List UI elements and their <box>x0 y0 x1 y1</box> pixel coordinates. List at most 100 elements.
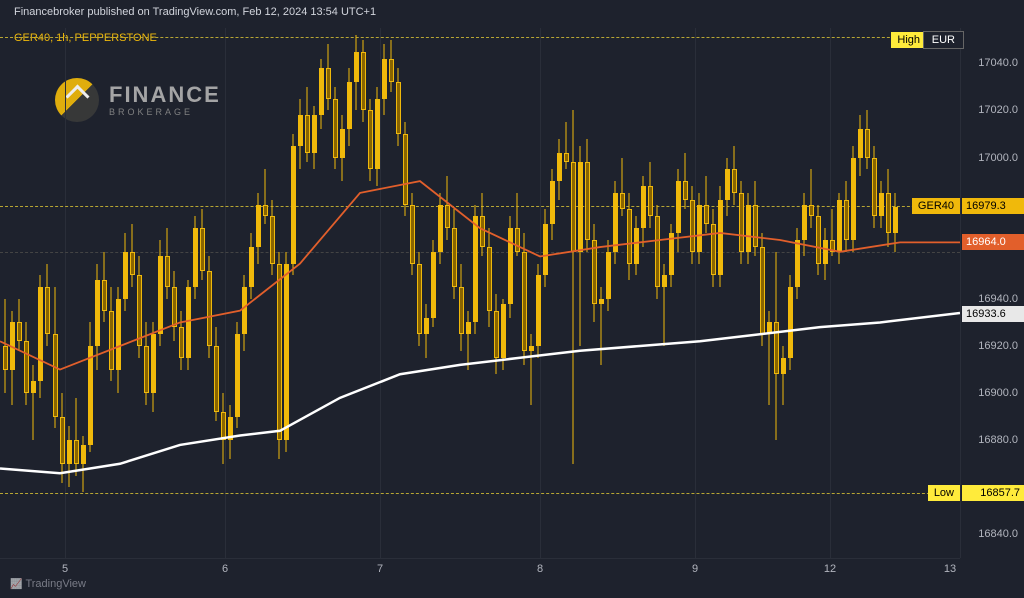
candle[interactable] <box>361 28 366 558</box>
candle[interactable] <box>837 28 842 558</box>
candle[interactable] <box>592 28 597 558</box>
candle[interactable] <box>753 28 758 558</box>
y-axis[interactable]: 16840.016880.016900.016920.016940.017000… <box>960 28 1024 558</box>
candle[interactable] <box>648 28 653 558</box>
candle[interactable] <box>312 28 317 558</box>
candle[interactable] <box>641 28 646 558</box>
candle[interactable] <box>543 28 548 558</box>
candle[interactable] <box>130 28 135 558</box>
candle[interactable] <box>249 28 254 558</box>
candle[interactable] <box>564 28 569 558</box>
candle[interactable] <box>718 28 723 558</box>
candle[interactable] <box>67 28 72 558</box>
candle[interactable] <box>158 28 163 558</box>
candle[interactable] <box>298 28 303 558</box>
candle[interactable] <box>501 28 506 558</box>
candle[interactable] <box>24 28 29 558</box>
candle[interactable] <box>452 28 457 558</box>
candle[interactable] <box>466 28 471 558</box>
x-axis[interactable]: 567891213 <box>0 558 960 580</box>
candle[interactable] <box>221 28 226 558</box>
candle[interactable] <box>424 28 429 558</box>
candle[interactable] <box>137 28 142 558</box>
candle[interactable] <box>802 28 807 558</box>
candle[interactable] <box>550 28 555 558</box>
candle[interactable] <box>95 28 100 558</box>
candle[interactable] <box>179 28 184 558</box>
candle[interactable] <box>515 28 520 558</box>
candle[interactable] <box>795 28 800 558</box>
candle[interactable] <box>585 28 590 558</box>
candle[interactable] <box>333 28 338 558</box>
candle[interactable] <box>438 28 443 558</box>
candle[interactable] <box>473 28 478 558</box>
candle[interactable] <box>270 28 275 558</box>
candle[interactable] <box>844 28 849 558</box>
candle[interactable] <box>228 28 233 558</box>
candle[interactable] <box>886 28 891 558</box>
candle[interactable] <box>480 28 485 558</box>
candle[interactable] <box>872 28 877 558</box>
candle[interactable] <box>347 28 352 558</box>
candle[interactable] <box>263 28 268 558</box>
candle[interactable] <box>788 28 793 558</box>
candle[interactable] <box>368 28 373 558</box>
candle[interactable] <box>459 28 464 558</box>
candle[interactable] <box>172 28 177 558</box>
candle[interactable] <box>816 28 821 558</box>
plot-area[interactable] <box>0 28 960 558</box>
candle[interactable] <box>200 28 205 558</box>
candle[interactable] <box>809 28 814 558</box>
candle[interactable] <box>613 28 618 558</box>
candle[interactable] <box>494 28 499 558</box>
candle[interactable] <box>186 28 191 558</box>
candle[interactable] <box>704 28 709 558</box>
candle[interactable] <box>830 28 835 558</box>
candle[interactable] <box>123 28 128 558</box>
currency-badge[interactable]: EUR <box>923 31 964 49</box>
candle[interactable] <box>256 28 261 558</box>
candle[interactable] <box>60 28 65 558</box>
candle[interactable] <box>634 28 639 558</box>
candle[interactable] <box>529 28 534 558</box>
candle[interactable] <box>823 28 828 558</box>
candle[interactable] <box>3 28 8 558</box>
candle[interactable] <box>599 28 604 558</box>
candle[interactable] <box>858 28 863 558</box>
candle[interactable] <box>291 28 296 558</box>
candle[interactable] <box>669 28 674 558</box>
candle[interactable] <box>151 28 156 558</box>
candle[interactable] <box>662 28 667 558</box>
candle[interactable] <box>284 28 289 558</box>
candle[interactable] <box>732 28 737 558</box>
candle[interactable] <box>767 28 772 558</box>
candle[interactable] <box>417 28 422 558</box>
candle[interactable] <box>81 28 86 558</box>
candle[interactable] <box>865 28 870 558</box>
candle[interactable] <box>38 28 43 558</box>
candle[interactable] <box>88 28 93 558</box>
candle[interactable] <box>606 28 611 558</box>
candle[interactable] <box>396 28 401 558</box>
candle[interactable] <box>31 28 36 558</box>
candle[interactable] <box>697 28 702 558</box>
candle[interactable] <box>851 28 856 558</box>
candle[interactable] <box>410 28 415 558</box>
candle[interactable] <box>431 28 436 558</box>
candle[interactable] <box>144 28 149 558</box>
candle[interactable] <box>487 28 492 558</box>
candle[interactable] <box>739 28 744 558</box>
candle[interactable] <box>522 28 527 558</box>
candle[interactable] <box>375 28 380 558</box>
candle[interactable] <box>508 28 513 558</box>
tradingview-logo[interactable]: TradingView <box>10 578 86 590</box>
candle[interactable] <box>627 28 632 558</box>
candle[interactable] <box>53 28 58 558</box>
candle[interactable] <box>45 28 50 558</box>
candle[interactable] <box>403 28 408 558</box>
candle[interactable] <box>774 28 779 558</box>
candle[interactable] <box>10 28 15 558</box>
candle[interactable] <box>711 28 716 558</box>
candle[interactable] <box>781 28 786 558</box>
candle[interactable] <box>382 28 387 558</box>
